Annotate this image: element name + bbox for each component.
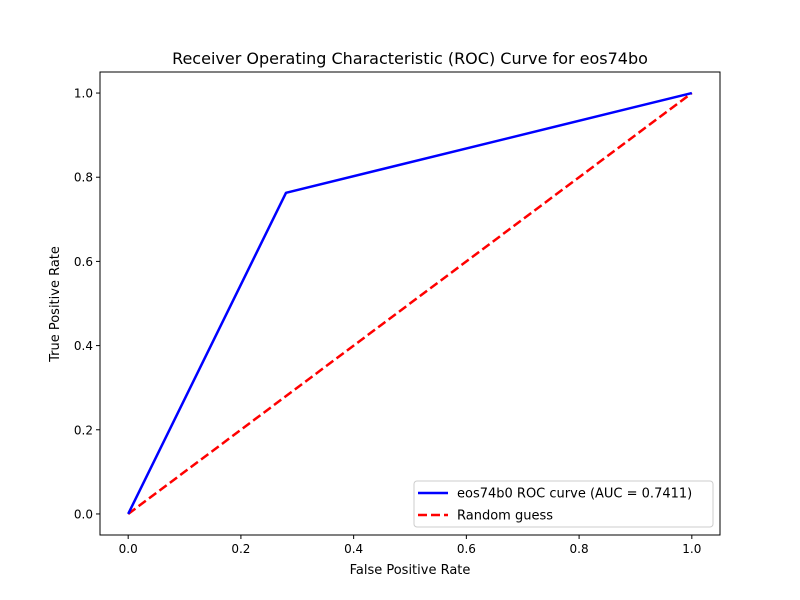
legend-label: Random guess — [457, 509, 553, 524]
y-tick-label: 1.0 — [74, 87, 93, 101]
legend-label: eos74b0 ROC curve (AUC = 0.7411) — [457, 487, 692, 502]
chart-title: Receiver Operating Characteristic (ROC) … — [172, 49, 648, 68]
x-tick-label: 0.4 — [344, 542, 363, 556]
y-tick-label: 0.2 — [74, 423, 93, 437]
x-axis-label: False Positive Rate — [350, 563, 471, 578]
y-tick-label: 0.0 — [74, 507, 93, 521]
legend-box — [413, 480, 714, 528]
roc-curve-line — [127, 91, 693, 515]
y-tick-label: 0.4 — [74, 339, 93, 353]
random-guess-line — [127, 92, 693, 515]
x-tick-label: 0.8 — [570, 542, 589, 556]
x-tick-label: 0.2 — [231, 542, 250, 556]
plot-frame — [99, 71, 721, 536]
x-tick-label: 0.6 — [457, 542, 476, 556]
y-tick-label: 0.6 — [74, 255, 93, 269]
x-tick-label: 0.0 — [119, 542, 138, 556]
y-axis-label: True Positive Rate — [48, 246, 63, 363]
y-tick-label: 0.8 — [74, 171, 93, 185]
x-tick-label: 1.0 — [682, 542, 701, 556]
legend: eos74b0 ROC curve (AUC = 0.7411) Random g… — [413, 480, 714, 528]
